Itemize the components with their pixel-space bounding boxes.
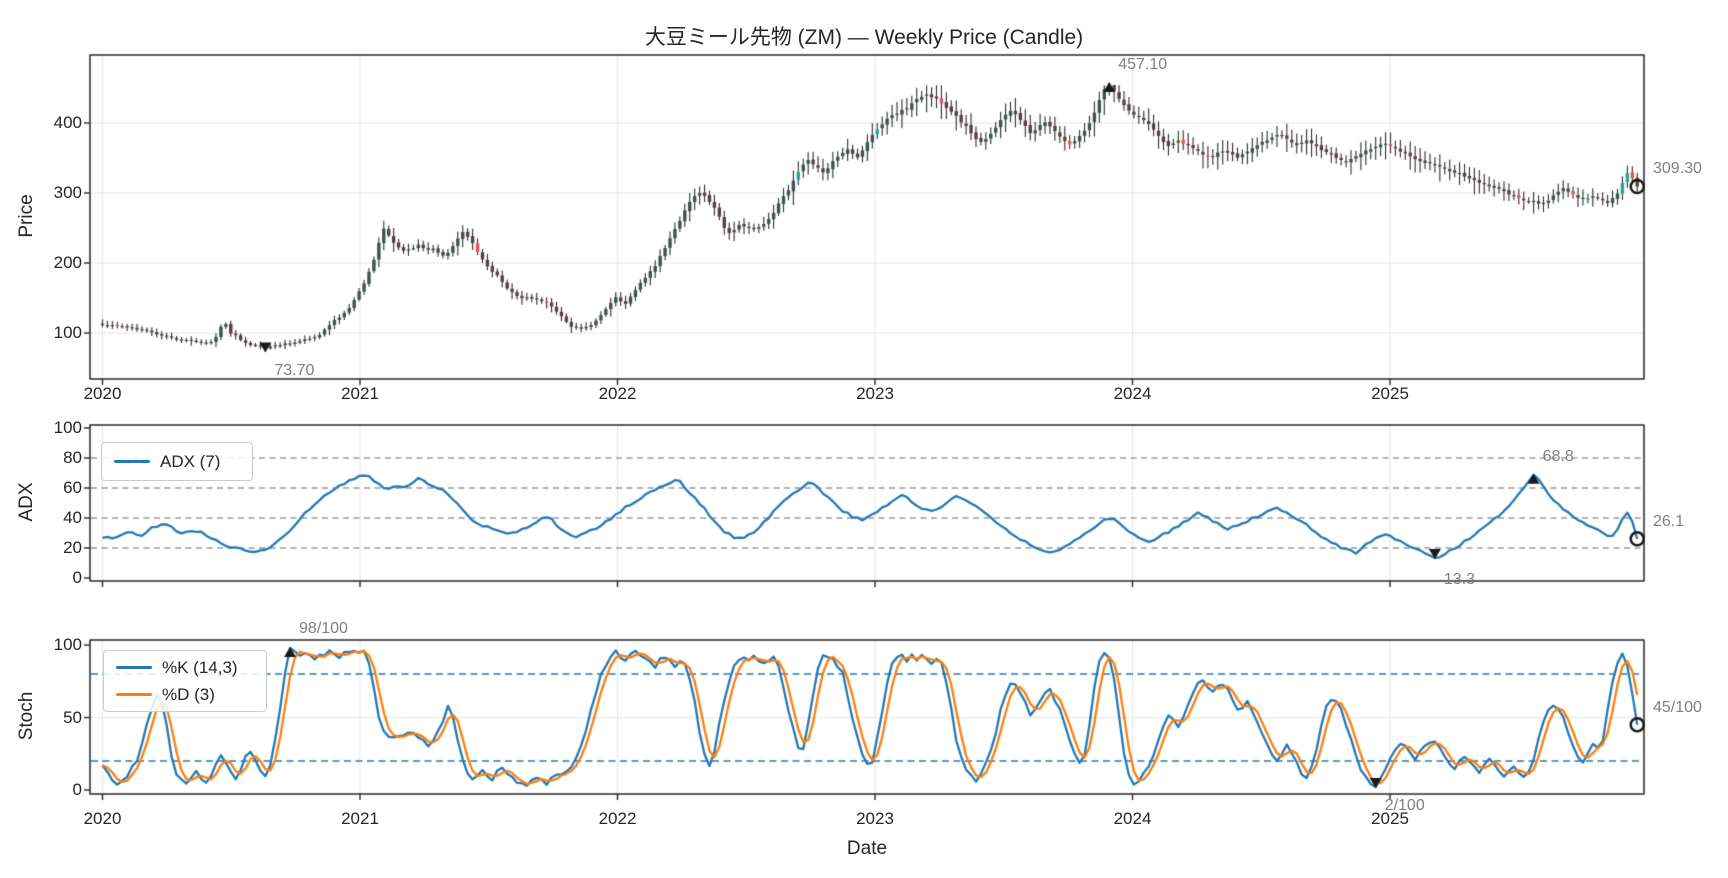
price-xtick-label: 2020	[83, 384, 122, 403]
adx-last-annotation: 26.1	[1653, 512, 1685, 530]
stoch-xtick-label: 2023	[856, 809, 894, 828]
stoch-d-legend-entry: %D (3)	[116, 685, 254, 705]
stoch-ytick-label: 0	[72, 780, 82, 799]
adx-high-annotation: 68.8	[1542, 447, 1574, 465]
stoch-ytick-label: 100	[53, 635, 82, 654]
price-high-annotation: 457.10	[1118, 56, 1168, 74]
stoch-k-line-swatch	[116, 665, 152, 670]
adx-ytick-label: 100	[53, 418, 82, 437]
adx-ytick-label: 20	[63, 538, 82, 557]
adx-legend-entry: ADX (7)	[114, 452, 240, 472]
price-ytick-label: 400	[53, 113, 82, 132]
stoch-xtick-label: 2021	[341, 809, 379, 828]
price-xtick-label: 2023	[856, 384, 894, 403]
price-ytick-label: 300	[53, 183, 82, 202]
adx-legend-label: ADX (7)	[160, 451, 221, 471]
stoch-k-legend-label: %K (14,3)	[162, 657, 238, 677]
price-xtick-label: 2021	[341, 384, 379, 403]
price-xtick-label: 2022	[598, 384, 637, 403]
adx-ytick-label: 0	[72, 568, 82, 587]
price-ytick-label: 200	[53, 253, 82, 272]
adx-line-swatch	[114, 459, 150, 464]
price-xtick-label: 2024	[1113, 384, 1152, 403]
adx-low-annotation: 13.3	[1443, 571, 1476, 589]
x-axis-title: Date	[846, 838, 888, 859]
adx-legend: ADX (7)	[101, 442, 253, 481]
stoch-low-annotation: 2/100	[1384, 797, 1425, 815]
stoch-xtick-label: 2025	[1371, 809, 1409, 828]
stoch-legend: %K (14,3) %D (3)	[103, 650, 267, 712]
stoch-last-annotation: 45/100	[1653, 698, 1702, 716]
stoch-xtick-label: 2020	[83, 809, 122, 828]
stoch-xtick-label: 2022	[598, 809, 637, 828]
adx-ytick-label: 80	[63, 448, 82, 467]
price-xtick-label: 2025	[1371, 384, 1409, 403]
stoch-d-legend-label: %D (3)	[162, 684, 215, 704]
adx-ytick-label: 60	[63, 478, 82, 497]
stoch-ytick-label: 50	[63, 707, 82, 727]
stoch-high-annotation: 98/100	[299, 619, 348, 637]
stoch-k-legend-entry: %K (14,3)	[116, 658, 254, 678]
adx-ytick-label: 40	[63, 508, 82, 527]
price-last-annotation: 309.30	[1653, 160, 1702, 178]
price-low-annotation: 73.70	[274, 362, 315, 380]
chart-title: 大豆ミール先物 (ZM) — Weekly Price (Candle)	[644, 26, 1084, 49]
stoch-xtick-label: 2024	[1113, 809, 1152, 828]
price-ytick-label: 100	[53, 323, 82, 342]
stoch-d-line-swatch	[116, 692, 152, 697]
